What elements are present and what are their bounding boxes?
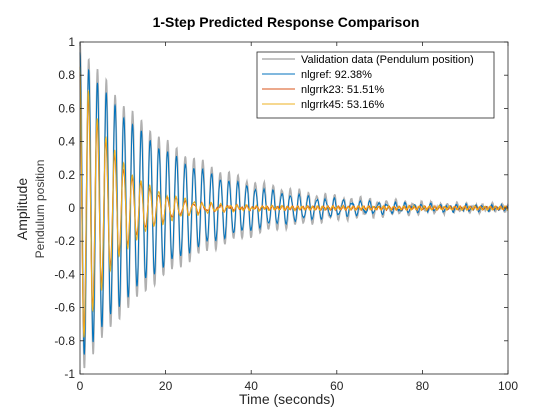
y-tick-label: -0.2	[54, 234, 75, 248]
chart-title: 1-Step Predicted Response Comparison	[153, 14, 420, 30]
x-tick-label: 40	[245, 379, 259, 393]
y-tick-label: 1	[68, 35, 75, 49]
x-tick-label: 20	[159, 379, 173, 393]
y-tick-label: 0.8	[58, 68, 75, 82]
legend-entry: nlgrrk45: 53.16%	[301, 99, 384, 111]
legend-box	[256, 51, 495, 119]
x-tick-label: 60	[330, 379, 344, 393]
legend-entry: nlgref: 92.38%	[301, 69, 372, 81]
y-tick-label: 0.6	[58, 101, 75, 115]
legend-entry: nlgrrk23: 51.51%	[301, 84, 384, 96]
y-axis-sublabel: Pendulum position	[33, 160, 47, 259]
y-tick-label: -0.6	[54, 301, 75, 315]
y-tick-label: 0	[68, 201, 75, 215]
legend-entry: Validation data (Pendulum position)	[301, 54, 474, 66]
y-axis-label: Amplitude	[14, 178, 30, 240]
y-tick-label: -0.8	[54, 334, 75, 348]
x-tick-label: 80	[416, 379, 430, 393]
y-tick-label: 0.2	[58, 168, 75, 182]
x-tick-label: 0	[77, 379, 84, 393]
x-axis-label: Time (seconds)	[239, 391, 335, 407]
axes: 0 20 40 60 80 100 1 0.8 0.6 0.4 0.2 0 -0.2 -0.4 -0.6 -0…	[54, 35, 518, 393]
y-tick-label: -1	[64, 367, 75, 381]
series-line-4	[79, 66, 509, 338]
x-tick-label: 100	[498, 379, 518, 393]
y-tick-label: 0.4	[58, 135, 75, 149]
series-layer	[79, 42, 509, 369]
y-tick-label: -0.4	[54, 267, 75, 281]
legend: Validation data (Pendulum position) nlgre…	[256, 51, 495, 119]
